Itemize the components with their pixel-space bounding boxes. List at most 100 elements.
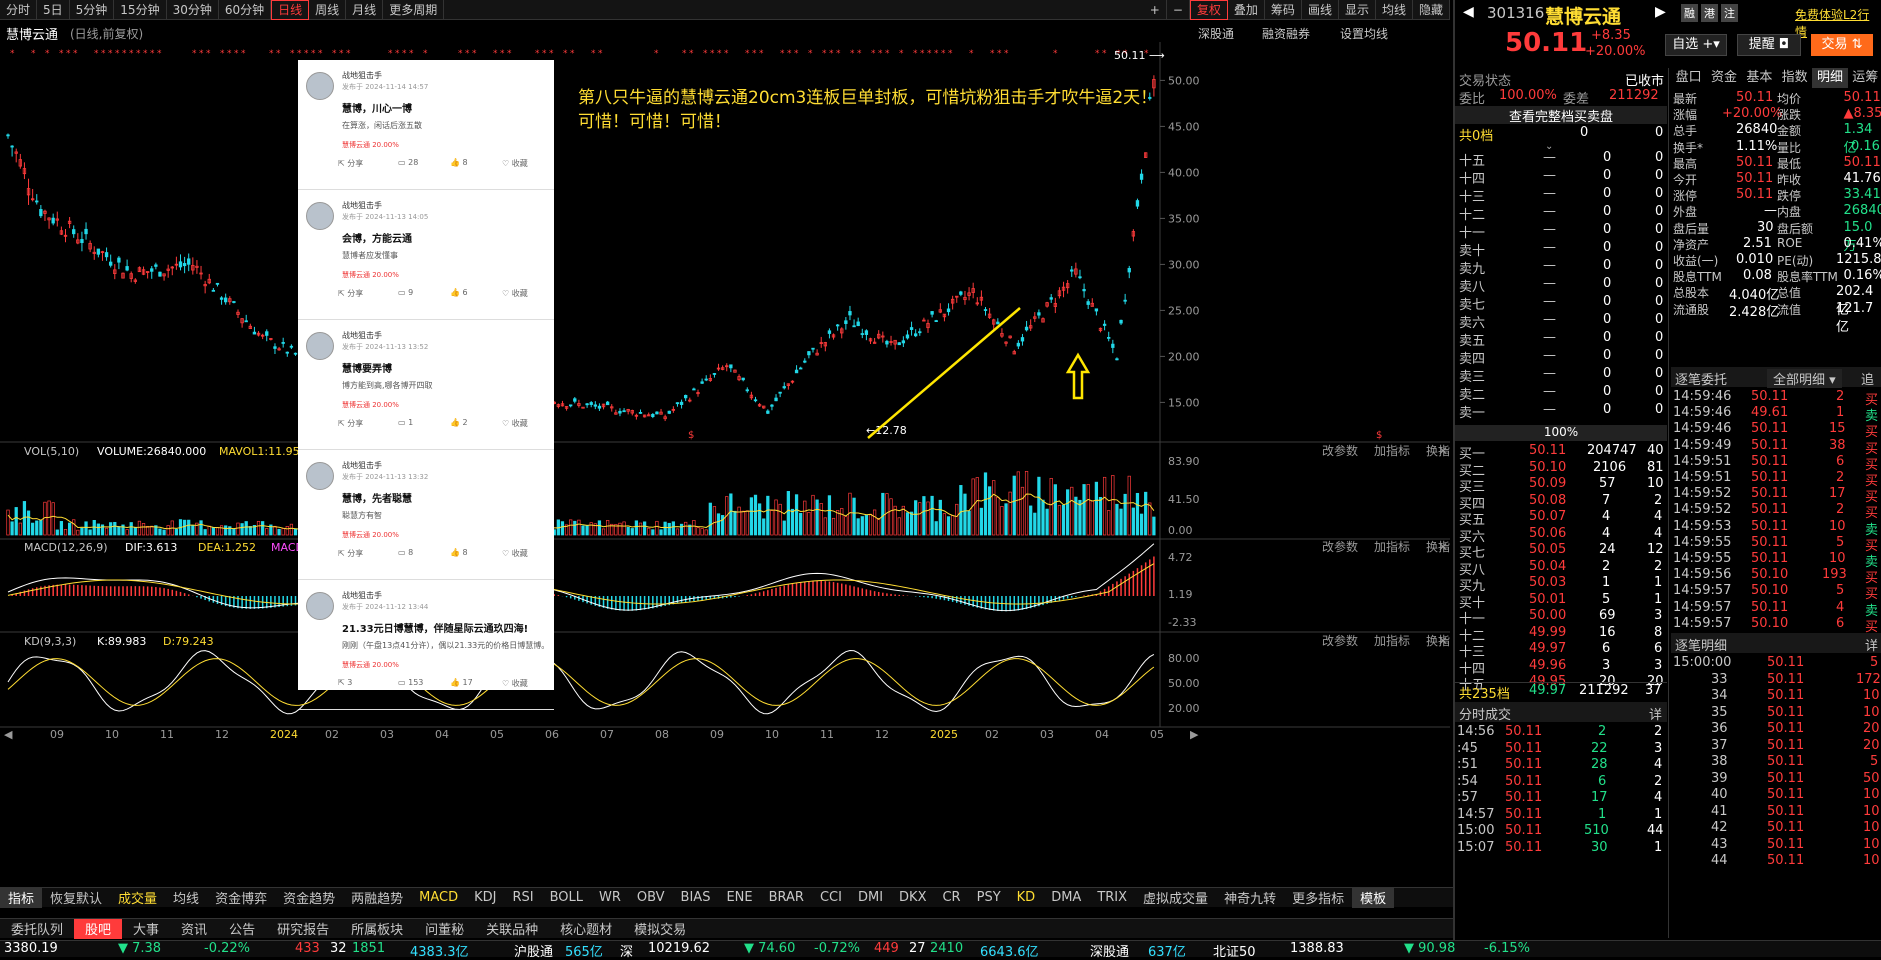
- full-book-button[interactable]: 查看完整档买卖盘: [1455, 106, 1667, 124]
- toolbar-right-0[interactable]: +: [1144, 0, 1167, 20]
- share-button[interactable]: ⇱ 3: [338, 678, 352, 687]
- bottom-tab-7[interactable]: 问董秘: [414, 919, 475, 939]
- indicator-tab-9[interactable]: RSI: [504, 888, 541, 908]
- post-item[interactable]: 战地狙击手发布于 2024-11-14 14:57慧博，川心一博在算涨，闲话后涨…: [298, 60, 554, 190]
- indicator-tab-21[interactable]: KD: [1009, 888, 1044, 908]
- toolbar-right-5[interactable]: 画线: [1302, 0, 1339, 20]
- favorite-button[interactable]: ♡ 收藏: [502, 678, 528, 689]
- indicator-tab-11[interactable]: WR: [591, 888, 629, 908]
- indicator-tab-25[interactable]: 神奇九转: [1216, 888, 1284, 908]
- period-4[interactable]: 30分钟: [167, 0, 219, 20]
- buy-level-row[interactable]: 买四50.0872: [1455, 493, 1667, 511]
- vol-action-0[interactable]: 改参数: [1322, 443, 1358, 458]
- buy-level-row[interactable]: 买七50.052412: [1455, 542, 1667, 560]
- period-7[interactable]: 周线: [309, 0, 346, 20]
- indicator-tab-23[interactable]: TRIX: [1089, 888, 1135, 908]
- sell-level-row[interactable]: 卖八—00: [1455, 276, 1667, 294]
- sell-level-row[interactable]: 卖九—00: [1455, 258, 1667, 276]
- zhubi-follow-button[interactable]: 追: [1861, 369, 1874, 388]
- vol-action-1[interactable]: 加指标: [1374, 443, 1410, 458]
- sell-level-row[interactable]: 卖二—00: [1455, 384, 1667, 402]
- period-6[interactable]: 日线: [271, 0, 309, 20]
- sell-level-row[interactable]: 卖十—00: [1455, 240, 1667, 258]
- favorite-button[interactable]: ♡ 收藏: [502, 548, 528, 559]
- toolbar-right-8[interactable]: 隐藏: [1413, 0, 1450, 20]
- indicator-tab-2[interactable]: 成交量: [110, 888, 165, 908]
- fenshi-detail-button[interactable]: 详: [1649, 704, 1662, 723]
- indicator-tab-4[interactable]: 资金博弈: [207, 888, 275, 908]
- post-item[interactable]: 战地狙击手发布于 2024-11-12 13:4421.33元日博慧博，伴随星际…: [298, 580, 554, 710]
- favorite-button[interactable]: ♡ 收藏: [502, 288, 528, 299]
- next-stock-icon[interactable]: ▶: [1655, 4, 1666, 20]
- indicator-tab-13[interactable]: BIAS: [673, 888, 719, 908]
- buy-level-row[interactable]: 买三50.095710: [1455, 476, 1667, 494]
- macd-action-0[interactable]: 改参数: [1322, 539, 1358, 554]
- period-3[interactable]: 15分钟: [114, 0, 166, 20]
- quote-tab-2[interactable]: 基本: [1742, 68, 1777, 88]
- buy-level-row[interactable]: 十一50.00693: [1455, 608, 1667, 626]
- period-1[interactable]: 5日: [37, 0, 70, 20]
- comment-button[interactable]: ▭ 1: [398, 418, 413, 427]
- indicator-tab-0[interactable]: 指标: [0, 888, 42, 908]
- bottom-tab-3[interactable]: 资讯: [170, 919, 218, 939]
- comment-button[interactable]: ▭ 8: [398, 548, 413, 557]
- sell-level-row[interactable]: 十三—00: [1455, 186, 1667, 204]
- indicator-tab-20[interactable]: PSY: [969, 888, 1009, 908]
- post-item[interactable]: 战地狙击手发布于 2024-11-13 14:05会博，方能云通慧博者应发懂事慧…: [298, 190, 554, 320]
- indicator-tab-17[interactable]: DMI: [850, 888, 891, 908]
- sell-level-row[interactable]: 十二—00: [1455, 204, 1667, 222]
- indicator-tab-15[interactable]: BRAR: [761, 888, 812, 908]
- like-button[interactable]: 👍 8: [450, 548, 468, 557]
- indicator-tab-19[interactable]: CR: [934, 888, 968, 908]
- trade-button[interactable]: 交易 ⇅: [1811, 34, 1873, 56]
- bottom-tab-1[interactable]: 股吧: [74, 919, 122, 939]
- alert-button[interactable]: 提醒 ◘: [1737, 34, 1801, 56]
- period-8[interactable]: 月线: [346, 0, 383, 20]
- add-watchlist-button[interactable]: 自选 +▾: [1665, 34, 1727, 56]
- bottom-tab-0[interactable]: 委托队列: [0, 919, 74, 939]
- scroll-right-icon[interactable]: ▶: [1190, 728, 1199, 741]
- share-button[interactable]: ⇱ 分享: [338, 548, 363, 559]
- scroll-left-icon[interactable]: ◀: [4, 728, 13, 741]
- buy-level-row[interactable]: 十三49.9766: [1455, 641, 1667, 659]
- kd-action-1[interactable]: 加指标: [1374, 633, 1410, 648]
- vol-close-icon[interactable]: ✕: [1438, 444, 1448, 458]
- indicator-tab-26[interactable]: 更多指标: [1284, 888, 1352, 908]
- kline-chart[interactable]: 50.0045.0040.0035.0030.0025.0020.0015.00…: [0, 42, 1450, 887]
- toolbar-right-1[interactable]: −: [1167, 0, 1190, 20]
- margin-link[interactable]: 融资融券: [1262, 25, 1310, 42]
- bottom-tab-2[interactable]: 大事: [122, 919, 170, 939]
- indicator-tab-8[interactable]: KDJ: [466, 888, 504, 908]
- prev-stock-icon[interactable]: ◀: [1463, 4, 1474, 20]
- bottom-tab-4[interactable]: 公告: [218, 919, 266, 939]
- period-0[interactable]: 分时: [0, 0, 37, 20]
- buy-level-row[interactable]: 买十50.0151: [1455, 592, 1667, 610]
- toolbar-right-4[interactable]: 筹码: [1265, 0, 1302, 20]
- indicator-tab-1[interactable]: 恢复默认: [42, 888, 110, 908]
- buy-level-row[interactable]: 买八50.0422: [1455, 559, 1667, 577]
- buy-level-row[interactable]: 买一50.1120474740: [1455, 443, 1667, 461]
- indicator-tab-27[interactable]: 模板: [1352, 888, 1394, 908]
- sell-level-row[interactable]: 卖六—00: [1455, 312, 1667, 330]
- bottom-tab-6[interactable]: 所属板块: [340, 919, 414, 939]
- indicator-tab-22[interactable]: DMA: [1043, 888, 1089, 908]
- quote-tab-0[interactable]: 盘口: [1671, 68, 1706, 88]
- sell-level-row[interactable]: 十一—00: [1455, 222, 1667, 240]
- favorite-button[interactable]: ♡ 收藏: [502, 418, 528, 429]
- comment-button[interactable]: ▭ 28: [398, 158, 418, 167]
- period-5[interactable]: 60分钟: [219, 0, 271, 20]
- sell-level-row[interactable]: 十四—00: [1455, 168, 1667, 186]
- buy-level-row[interactable]: 买二50.10210681: [1455, 460, 1667, 478]
- mingxi-detail-button[interactable]: 详: [1865, 635, 1878, 654]
- sell-level-row[interactable]: 卖七—00: [1455, 294, 1667, 312]
- indicator-tab-12[interactable]: OBV: [629, 888, 673, 908]
- indicator-tab-7[interactable]: MACD: [411, 888, 466, 908]
- post-item[interactable]: 战地狙击手发布于 2024-11-13 13:52慧博要弄博博方能到高,哪各博开…: [298, 320, 554, 450]
- buy-level-row[interactable]: 买五50.0744: [1455, 509, 1667, 527]
- indicator-tab-5[interactable]: 资金趋势: [275, 888, 343, 908]
- share-button[interactable]: ⇱ 分享: [338, 418, 363, 429]
- indicator-tab-10[interactable]: BOLL: [542, 888, 591, 908]
- macd-close-icon[interactable]: ✕: [1438, 540, 1448, 554]
- hk-connect-link[interactable]: 深股通: [1198, 25, 1234, 42]
- buy-level-row[interactable]: 买六50.0644: [1455, 526, 1667, 544]
